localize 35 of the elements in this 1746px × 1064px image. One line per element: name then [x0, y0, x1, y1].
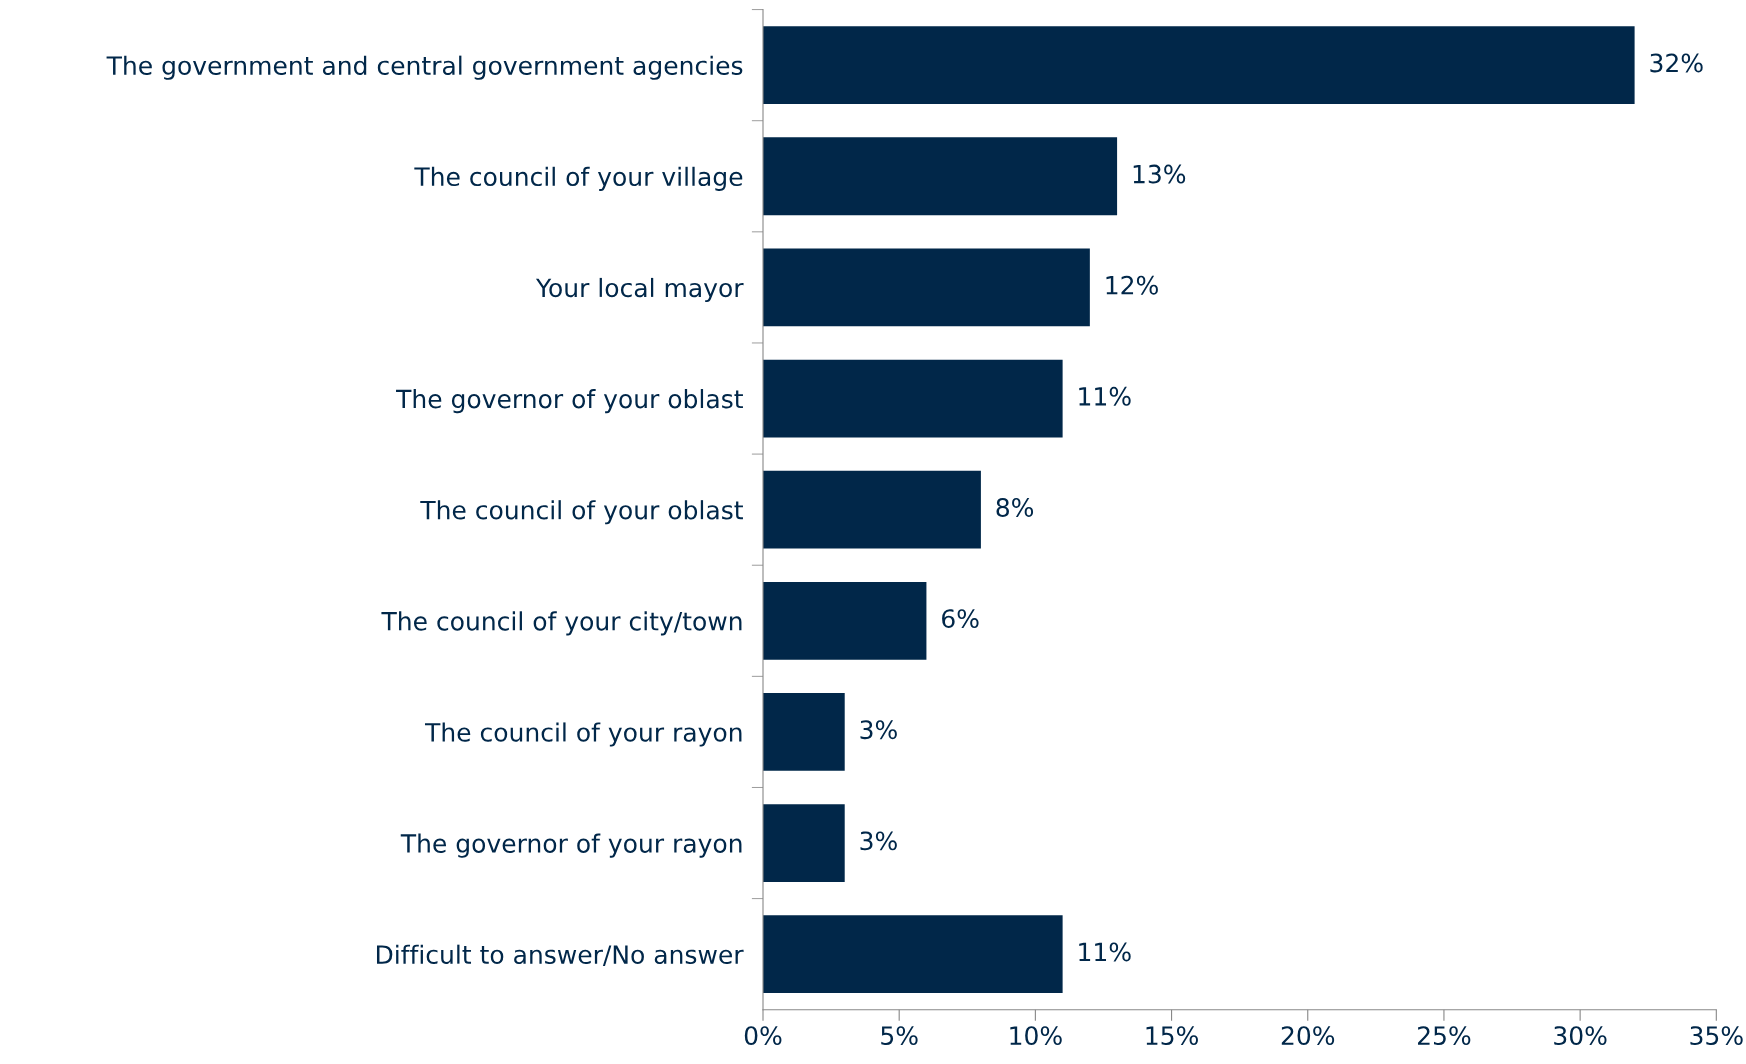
data-label: 6% — [942, 609, 979, 629]
x-tick-label: 25% — [1417, 1026, 1471, 1046]
x-tick-label: 20% — [1281, 1026, 1335, 1046]
bar — [763, 804, 845, 882]
data-label: 3% — [860, 831, 897, 851]
x-tick-label: 0% — [744, 1026, 782, 1046]
y-tick-label: The council of your rayon — [424, 722, 742, 747]
bar — [763, 581, 927, 660]
data-label: 11% — [1079, 942, 1131, 962]
data-label: 13% — [1133, 164, 1186, 184]
bar — [763, 915, 1063, 994]
x-tick-label: 30% — [1554, 1026, 1607, 1046]
bar — [763, 693, 845, 771]
data-label: 12% — [1106, 275, 1158, 295]
y-tick-label: The government and central government agencies — [106, 55, 743, 80]
y-tick-label: The governor of your rayon — [400, 833, 742, 858]
data-label: 3% — [860, 720, 897, 740]
bar — [763, 359, 1063, 438]
x-tick-label: 5% — [881, 1026, 918, 1046]
y-tick-label: Your local mayor — [535, 277, 744, 303]
data-label: 8% — [996, 498, 1034, 517]
y-tick-label: The council of your village — [414, 166, 743, 191]
y-tick-label: The council of your city/town — [381, 611, 742, 636]
x-tick-label: 35% — [1690, 1026, 1743, 1046]
data-label: 32% — [1650, 53, 1703, 73]
data-label: 11% — [1079, 386, 1131, 406]
x-tick-label: 10% — [1010, 1026, 1062, 1046]
bar — [763, 137, 1118, 216]
bar — [763, 470, 981, 549]
bar — [763, 248, 1090, 327]
y-tick-label: Difficult to answer/No answer — [376, 944, 744, 966]
bar — [763, 26, 1635, 105]
y-tick-label: The governor of your oblast — [396, 389, 743, 414]
x-tick-label: 15% — [1146, 1026, 1198, 1046]
y-tick-label: The council of your oblast — [420, 500, 743, 525]
